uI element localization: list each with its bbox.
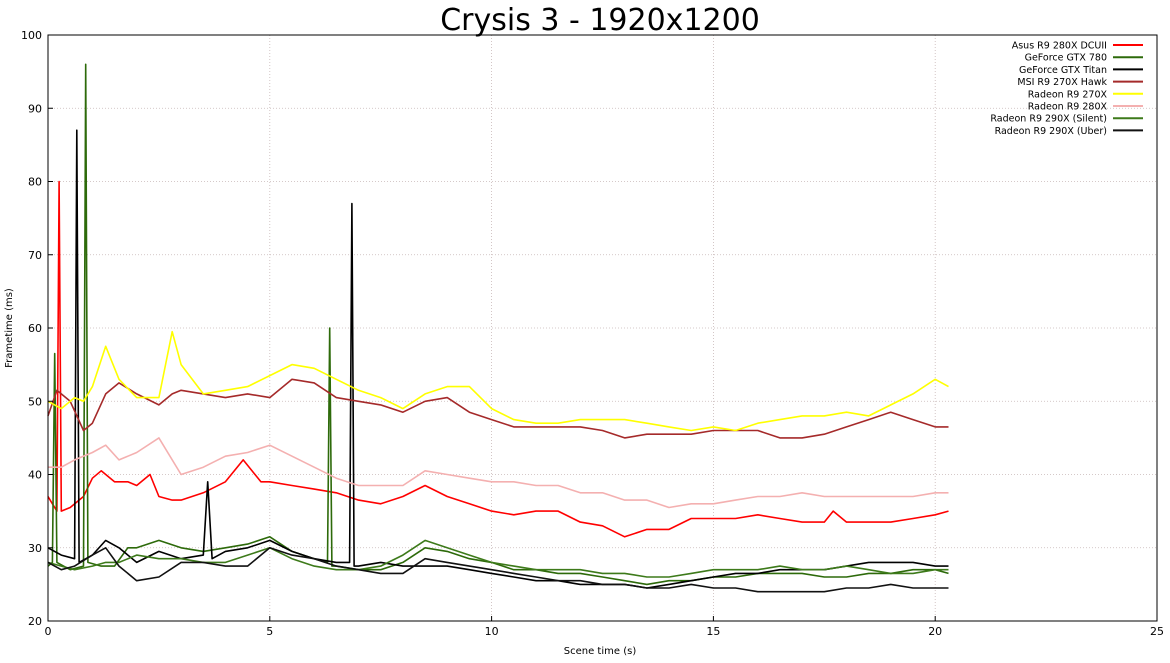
x-axis-label: Scene time (s) [564, 646, 637, 657]
series-line-7 [47, 539, 949, 578]
y-tick-label: 90 [28, 102, 42, 115]
series-line-5 [47, 330, 949, 432]
y-tick-label: 60 [28, 322, 42, 335]
series-lines [47, 63, 949, 593]
x-tick-label: 25 [1150, 625, 1164, 638]
series-line-6 [48, 437, 949, 509]
y-axis-label: Frametime (ms) [4, 288, 15, 368]
x-tick-label: 0 [45, 625, 52, 638]
x-tick-label: 15 [706, 625, 720, 638]
legend-label: Radeon R9 290X (Silent) [990, 114, 1107, 125]
series-line-1 [47, 180, 949, 538]
x-tick-label: 10 [485, 625, 499, 638]
x-tick-label: 5 [266, 625, 273, 638]
legend-label: Asus R9 280X DCUII [1012, 41, 1107, 52]
y-tick-label: 80 [28, 176, 42, 189]
axis-ticks: 20 30 40 50 60 70 80 90 100 0 5 10 15 20 25 [21, 29, 1164, 638]
series-line-4 [47, 378, 949, 439]
y-tick-label: 50 [28, 395, 42, 408]
y-tick-label: 100 [21, 29, 42, 42]
legend-label: GeForce GTX Titan [1019, 65, 1107, 76]
series-line-8 [47, 546, 949, 593]
grid-lines [48, 35, 1157, 621]
legend-label: Radeon R9 290X (Uber) [995, 126, 1107, 137]
legend-label: GeForce GTX 780 [1025, 53, 1107, 64]
series-line-2 [47, 63, 949, 586]
chart-title: Crysis 3 - 1920x1200 [440, 3, 760, 38]
y-tick-label: 20 [28, 615, 42, 628]
y-tick-label: 30 [28, 542, 42, 555]
legend-label: MSI R9 270X Hawk [1017, 77, 1107, 88]
legend-label: Radeon R9 270X [1028, 89, 1108, 100]
legend-label: Radeon R9 280X [1028, 102, 1108, 113]
series-line-3 [47, 129, 949, 589]
y-tick-label: 70 [28, 249, 42, 262]
y-tick-label: 40 [28, 469, 42, 482]
x-tick-label: 20 [928, 625, 942, 638]
